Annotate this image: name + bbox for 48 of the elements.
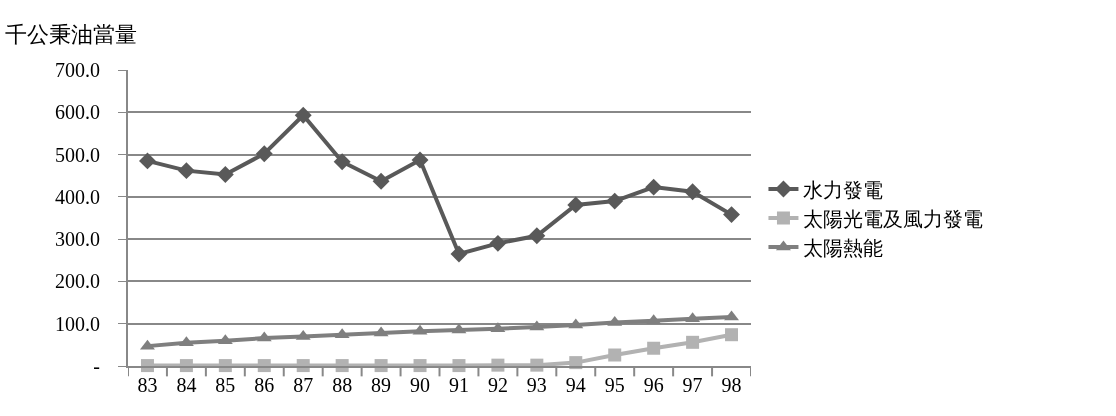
point	[372, 172, 390, 190]
point	[489, 234, 507, 252]
x-tick-label: 96	[643, 374, 664, 396]
y-tick-label: 100.0	[55, 312, 100, 335]
x-tick-label: 90	[410, 374, 431, 396]
point	[606, 192, 624, 210]
point	[725, 328, 739, 342]
point	[723, 206, 740, 224]
x-tick-label: 84	[176, 374, 197, 396]
point	[684, 183, 702, 201]
point	[450, 245, 468, 263]
point	[647, 341, 661, 355]
legend-label: 水力發電	[803, 178, 884, 201]
x-tick-label: 87	[293, 374, 314, 396]
point	[216, 166, 234, 183]
y-tick-label: 300.0	[55, 228, 100, 251]
x-tick-label: 97	[682, 374, 703, 396]
x-tick-label: 83	[137, 374, 158, 396]
x-tick-label: 95	[604, 374, 625, 396]
x-tick-label: 86	[254, 374, 275, 396]
point	[528, 227, 546, 245]
y-tick-label: 400.0	[55, 185, 100, 208]
point	[645, 178, 663, 196]
legend-label: 太陽熱能	[803, 236, 884, 259]
x-tick-label: 94	[565, 374, 586, 396]
y-tick-label: 500.0	[55, 143, 100, 166]
x-tick-label: 88	[332, 374, 353, 396]
point	[139, 152, 156, 170]
legend-label: 太陽光電及風力發電	[803, 207, 984, 230]
point	[255, 145, 273, 163]
y-tick-label: 600.0	[55, 101, 100, 124]
x-tick-label: 91	[448, 374, 469, 396]
x-tick-label: 89	[371, 374, 392, 396]
x-tick-label: 92	[487, 374, 508, 396]
point	[294, 106, 312, 124]
y-tick-label: -	[93, 355, 100, 377]
y-tick-label: 200.0	[55, 270, 100, 293]
point	[608, 348, 622, 362]
x-tick-label: 85	[215, 374, 236, 396]
y-axis-title: 千公秉油當量	[5, 22, 137, 47]
point	[686, 335, 700, 349]
point	[177, 162, 195, 180]
point	[333, 153, 351, 171]
x-tick-label: 98	[721, 374, 742, 396]
point	[411, 151, 429, 169]
point	[567, 196, 585, 214]
x-tick-label: 93	[526, 374, 547, 396]
y-tick-label: 700.0	[55, 59, 100, 81]
